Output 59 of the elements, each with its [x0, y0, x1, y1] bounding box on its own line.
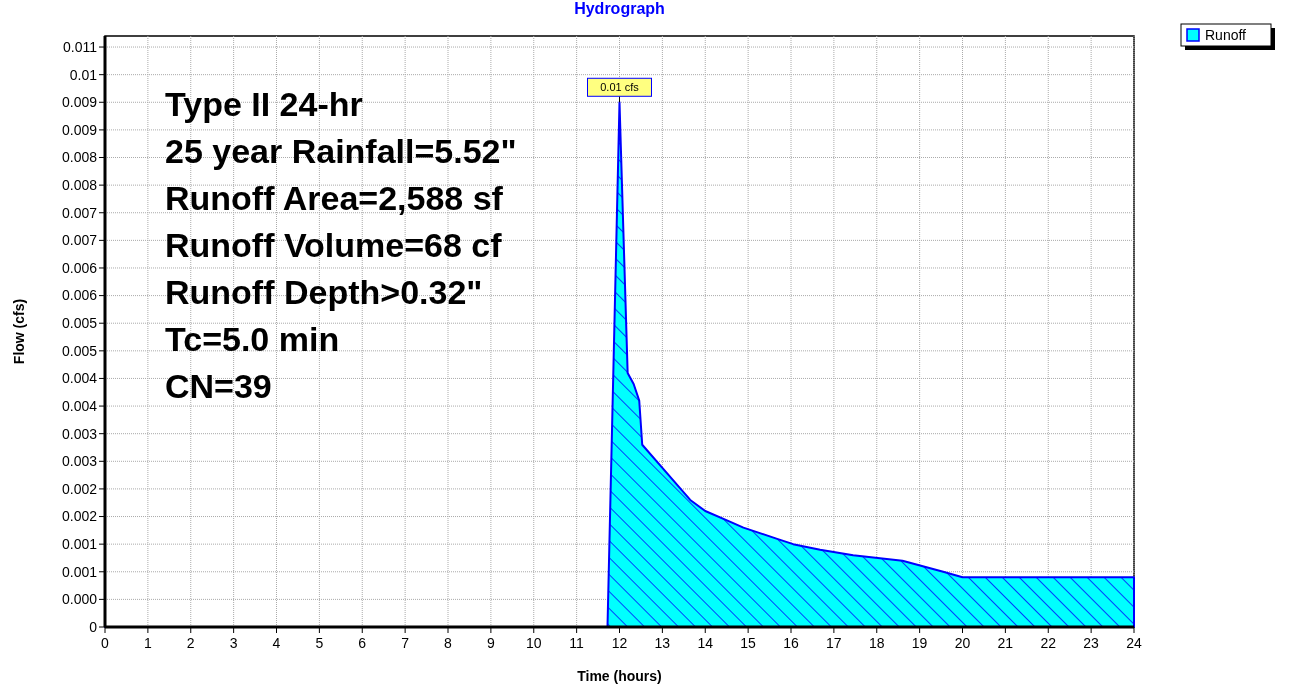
y-tick-label: 0.004	[61, 370, 98, 387]
x-tick-label: 20	[954, 635, 971, 651]
annotation: CN=39	[165, 367, 272, 405]
x-tick-label: 0	[101, 635, 110, 651]
y-tick-label: 0	[89, 618, 98, 635]
x-tick-label: 24	[1126, 635, 1142, 651]
x-tick-label: 10	[525, 635, 542, 651]
x-tick-label: 21	[997, 635, 1014, 651]
y-tick-label: 0.001	[61, 536, 98, 553]
legend-label: Runoff	[1205, 27, 1247, 43]
annotation: Runoff Depth>0.32"	[165, 273, 483, 311]
y-tick-label: 0.000	[61, 591, 98, 608]
y-tick-label: 0.011	[63, 38, 98, 55]
annotation: Tc=5.0 min	[165, 320, 340, 358]
x-tick-label: 7	[401, 635, 410, 651]
annotation: Type II 24-hr	[165, 85, 363, 123]
y-tick-label: 0.007	[61, 204, 98, 221]
y-tick-label: 0.003	[61, 453, 98, 470]
x-tick-label: 16	[783, 635, 799, 651]
annotation: Runoff Area=2,588 sf	[165, 179, 504, 217]
chart-title: Hydrograph	[574, 0, 665, 17]
y-tick-label: 0.008	[61, 177, 98, 194]
y-tick-label: 0.005	[61, 342, 98, 359]
x-tick-label: 1	[143, 635, 152, 651]
y-tick-label: 0.002	[61, 480, 98, 497]
x-tick-label: 8	[444, 635, 453, 651]
y-tick-label: 0.002	[61, 508, 98, 525]
y-tick-label: 0.003	[61, 425, 98, 442]
x-tick-label: 18	[868, 635, 885, 651]
y-tick-label: 0.006	[61, 259, 98, 276]
x-tick-label: 13	[654, 635, 671, 651]
x-tick-label: 19	[911, 635, 928, 651]
x-tick-label: 17	[826, 635, 842, 651]
x-tick-label: 6	[358, 635, 367, 651]
x-tick-label: 9	[486, 635, 495, 651]
x-axis-title: Time (hours)	[577, 668, 662, 684]
annotation: Runoff Volume=68 cf	[165, 226, 503, 264]
y-tick-label: 0.009	[61, 94, 98, 111]
x-tick-label: 5	[315, 635, 324, 651]
annotation: 25 year Rainfall=5.52"	[165, 132, 517, 170]
x-tick-label: 14	[697, 635, 714, 651]
x-tick-label: 23	[1083, 635, 1100, 651]
y-tick-label: 0.001	[61, 563, 98, 580]
x-tick-label: 12	[611, 635, 628, 651]
y-tick-label: 0.004	[61, 397, 98, 414]
y-axis-title: Flow (cfs)	[11, 298, 27, 365]
x-tick-label: 2	[186, 635, 195, 651]
y-tick-label: 0.006	[61, 287, 98, 304]
y-tick-label: 0.005	[61, 315, 98, 332]
x-tick-label: 4	[272, 635, 281, 651]
y-tick-label: 0.007	[61, 232, 98, 249]
y-tick-label: 0.01	[69, 66, 98, 83]
x-tick-label: 22	[1040, 635, 1057, 651]
x-tick-label: 15	[740, 635, 757, 651]
annotation: 0.01 cfs	[600, 81, 640, 94]
x-tick-label: 3	[229, 635, 238, 651]
x-tick-label: 11	[569, 635, 585, 651]
y-tick-label: 0.008	[61, 149, 98, 166]
y-tick-label: 0.009	[61, 121, 98, 138]
